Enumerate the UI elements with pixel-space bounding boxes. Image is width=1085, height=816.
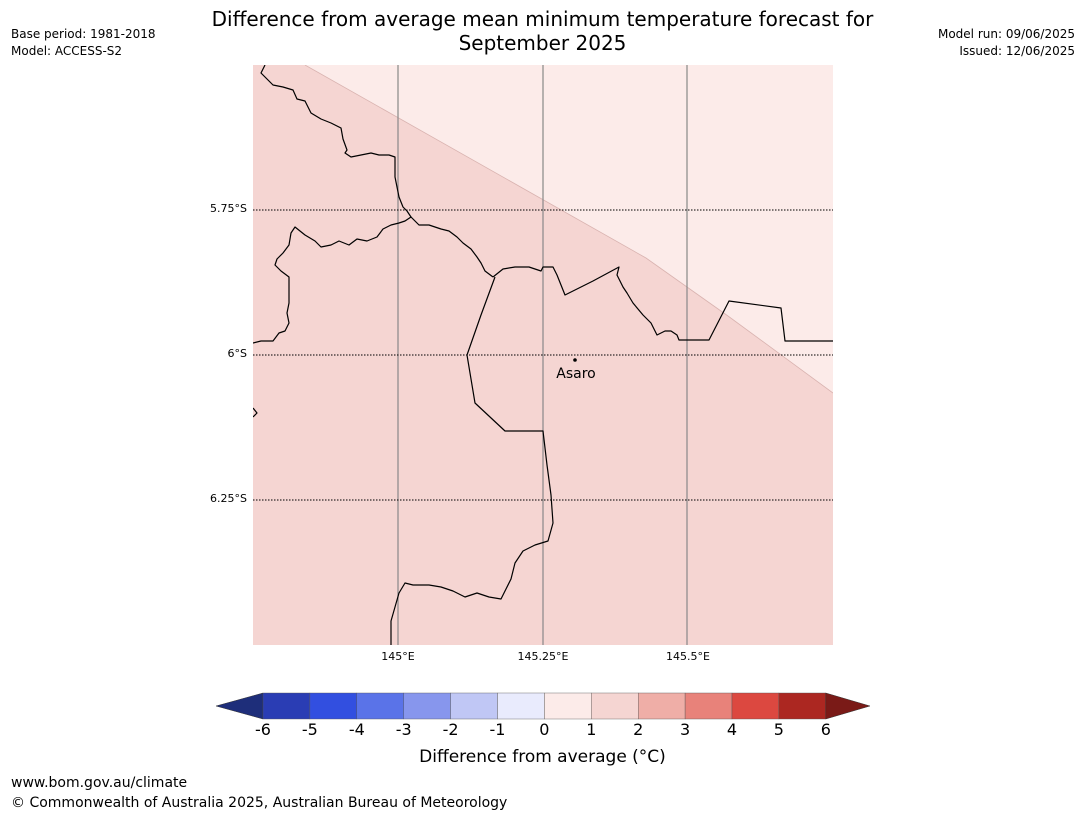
lon-label-145-25e: 145.25°E [517,650,569,663]
colorbar-segment [684,692,733,720]
colorbar-tick-label: 6 [820,720,831,739]
colorbar-segment [731,692,780,720]
title-line-2: September 2025 [458,31,627,55]
colorbar-segment [591,692,639,720]
colorbar-extend-low [216,692,264,720]
model-run: Model run: 09/06/2025 [937,27,1075,41]
model-name: Model: ACCESS-S2 [11,44,123,58]
lon-label-145-5e: 145.5°E [666,650,710,663]
place-label-asaro: Asaro [556,366,595,382]
colorbar-segment [356,692,404,720]
colorbar-tick-label: -4 [348,720,365,739]
anomaly-zone-0-1 [305,65,833,393]
lat-label-5-75s: 5.75°S [210,202,247,215]
colorbar-tick-label: -6 [255,720,271,739]
colorbar-segment [778,692,827,720]
title-line-1: Difference from average mean minimum tem… [211,7,874,31]
colorbar-tick-label: -1 [489,720,506,739]
lat-label-6-25s: 6.25°S [210,492,247,505]
colorbar-tick-label: -5 [301,720,318,739]
province-boundaries [253,65,833,645]
colorbar-tick-label: -3 [395,720,412,739]
issued-date: Issued: 12/06/2025 [959,44,1075,58]
colorbar-segment [544,692,592,720]
base-period: Base period: 1981-2018 [11,27,156,41]
colorbar-tick-label: 0 [539,720,550,739]
colorbar-tick-label: 1 [586,720,597,739]
colorbar-tick-label: 2 [633,720,644,739]
colorbar-segment [262,692,311,720]
colorbar-tick-label: 3 [680,720,691,739]
lon-label-145e: 145°E [381,650,415,663]
colorbar-segment [497,692,545,720]
place-marker-asaro [573,358,577,362]
colorbar-tick-label: 5 [773,720,784,739]
chart-title: Difference from average mean minimum tem… [0,7,1085,55]
footer-copyright: © Commonwealth of Australia 2025, Austra… [11,795,508,811]
colorbar-segment [450,692,498,720]
colorbar-tick-label: -2 [442,720,459,739]
colorbar-extend-high [825,692,870,720]
colorbar-tick-label: 4 [726,720,738,739]
colorbar-segment [403,692,451,720]
colorbar [216,692,870,720]
meta-right: Model run: 09/06/2025 Issued: 12/06/2025 [938,26,1075,60]
forecast-map: Asaro [253,65,833,645]
colorbar-segment [309,692,358,720]
colorbar-label: Difference from average (°C) [419,747,666,767]
meta-left: Base period: 1981-2018 Model: ACCESS-S2 [11,26,156,60]
colorbar-segment [638,692,686,720]
footer-url[interactable]: www.bom.gov.au/climate [11,775,188,791]
lat-label-6s: 6°S [227,347,247,360]
